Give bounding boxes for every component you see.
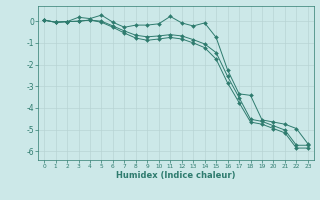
X-axis label: Humidex (Indice chaleur): Humidex (Indice chaleur) [116,171,236,180]
